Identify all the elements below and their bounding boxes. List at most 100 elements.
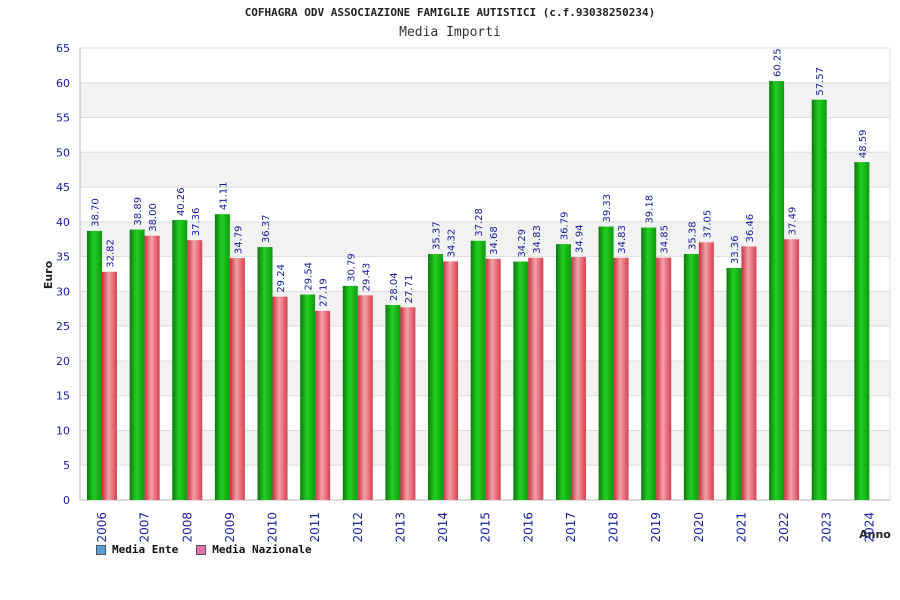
y-tick-label: 30	[56, 285, 70, 298]
y-tick-label: 60	[56, 77, 70, 90]
x-tick-label: 2010	[266, 512, 280, 543]
bar-media-ente	[342, 285, 358, 500]
data-label-media-nazionale: 37.05	[702, 210, 713, 239]
bar-media-ente	[214, 214, 230, 500]
x-tick-label: 2013	[393, 512, 407, 543]
x-tick-label: 2015	[479, 512, 493, 543]
data-label-media-ente: 38.70	[91, 198, 102, 227]
data-label-media-ente: 33.36	[730, 235, 741, 264]
data-label-media-ente: 48.59	[858, 129, 869, 158]
bar-media-ente	[172, 220, 188, 500]
bar-media-ente	[726, 268, 742, 500]
x-tick-label: 2012	[351, 512, 365, 543]
x-tick-label: 2019	[649, 512, 663, 543]
bar-media-nazionale	[187, 240, 203, 500]
data-label-media-ente: 34.29	[517, 229, 528, 258]
data-label-media-ente: 35.38	[687, 221, 698, 250]
data-label-media-nazionale: 34.94	[574, 224, 585, 253]
chart-title: COFHAGRA ODV ASSOCIAZIONE FAMIGLIE AUTIS…	[244, 6, 656, 19]
bar-media-ente	[257, 247, 273, 500]
legend-label: Media Nazionale	[212, 543, 312, 556]
legend-item-media-nazionale: Media Nazionale	[196, 543, 312, 556]
legend-item-media-ente: Media Ente	[96, 543, 178, 556]
x-tick-label: 2021	[734, 512, 748, 543]
bar-media-nazionale	[784, 239, 800, 501]
bar-media-nazionale	[315, 310, 331, 500]
bar-media-ente	[769, 81, 785, 501]
data-label-media-nazionale: 34.32	[447, 229, 458, 258]
legend-swatch-media-ente	[96, 544, 106, 555]
data-label-media-ente: 35.37	[432, 221, 443, 250]
bar-media-nazionale	[400, 307, 416, 500]
y-tick-label: 0	[63, 494, 70, 507]
data-label-media-nazionale: 27.71	[404, 275, 415, 304]
legend-swatch-media-nazionale	[196, 544, 207, 555]
x-tick-label: 2014	[436, 512, 450, 543]
data-label-media-ente: 39.18	[645, 195, 656, 224]
bar-media-nazionale	[698, 242, 714, 501]
grid-band	[80, 82, 890, 118]
bar-media-nazionale	[613, 257, 629, 500]
bar-media-nazionale	[229, 258, 245, 500]
data-label-media-nazionale: 34.79	[233, 225, 244, 254]
data-label-media-nazionale: 34.83	[532, 225, 543, 254]
x-tick-label: 2018	[607, 512, 621, 543]
y-tick-label: 35	[56, 251, 70, 264]
y-tick-label: 10	[56, 424, 70, 437]
bar-media-ente	[598, 226, 614, 500]
data-label-media-ente: 37.28	[474, 208, 485, 237]
x-tick-label: 2008	[180, 512, 194, 543]
y-axis-label: Euro	[42, 260, 55, 289]
grid-band	[80, 152, 890, 188]
bar-media-ente	[470, 240, 486, 500]
legend-label: Media Ente	[112, 543, 179, 556]
bar-media-ente	[854, 162, 870, 500]
data-label-media-ente: 29.54	[304, 262, 315, 291]
x-tick-label: 2011	[308, 512, 322, 543]
x-tick-label: 2023	[820, 512, 834, 543]
data-label-media-nazionale: 29.24	[276, 264, 287, 293]
y-tick-label: 65	[56, 42, 70, 55]
bar-media-nazionale	[144, 235, 160, 500]
bar-media-nazionale	[570, 257, 586, 500]
bar-media-nazionale	[357, 295, 373, 500]
y-tick-label: 45	[56, 181, 70, 194]
bar-media-nazionale	[656, 257, 672, 500]
bar-media-ente	[385, 305, 401, 500]
y-tick-label: 55	[56, 112, 70, 125]
bar-media-nazionale	[272, 296, 288, 500]
bar-media-ente	[811, 99, 827, 500]
x-tick-label: 2017	[564, 512, 578, 543]
data-label-media-nazionale: 34.83	[617, 225, 628, 254]
bar-media-ente	[87, 230, 102, 500]
y-tick-label: 40	[56, 216, 70, 229]
y-tick-label: 25	[56, 320, 70, 333]
data-label-media-ente: 30.79	[346, 253, 357, 282]
x-tick-label: 2020	[692, 512, 706, 543]
data-label-media-ente: 39.33	[602, 194, 613, 223]
data-label-media-ente: 36.37	[261, 214, 272, 243]
bar-media-ente	[555, 244, 571, 500]
y-tick-label: 15	[56, 390, 70, 403]
bar-media-ente	[428, 254, 444, 500]
bar-media-nazionale	[528, 257, 544, 500]
data-label-media-nazionale: 37.36	[191, 208, 202, 237]
y-tick-label: 50	[56, 146, 70, 159]
data-label-media-ente: 40.26	[176, 187, 187, 216]
data-label-media-ente: 57.57	[815, 67, 826, 96]
bar-media-nazionale	[485, 258, 501, 500]
bar-media-ente	[300, 294, 316, 500]
x-tick-label: 2016	[521, 512, 535, 543]
y-tick-label: 20	[56, 355, 70, 368]
bar-media-ente	[683, 253, 699, 500]
bar-media-nazionale	[741, 246, 757, 500]
data-label-media-nazionale: 29.43	[361, 263, 372, 292]
bar-media-ente	[513, 261, 529, 500]
x-tick-label: 2007	[138, 512, 152, 543]
bar-media-ente	[129, 229, 145, 500]
data-label-media-ente: 60.25	[773, 48, 784, 77]
data-label-media-nazionale: 32.82	[106, 239, 117, 268]
data-label-media-nazionale: 36.46	[745, 214, 756, 243]
data-label-media-ente: 41.11	[218, 181, 229, 210]
